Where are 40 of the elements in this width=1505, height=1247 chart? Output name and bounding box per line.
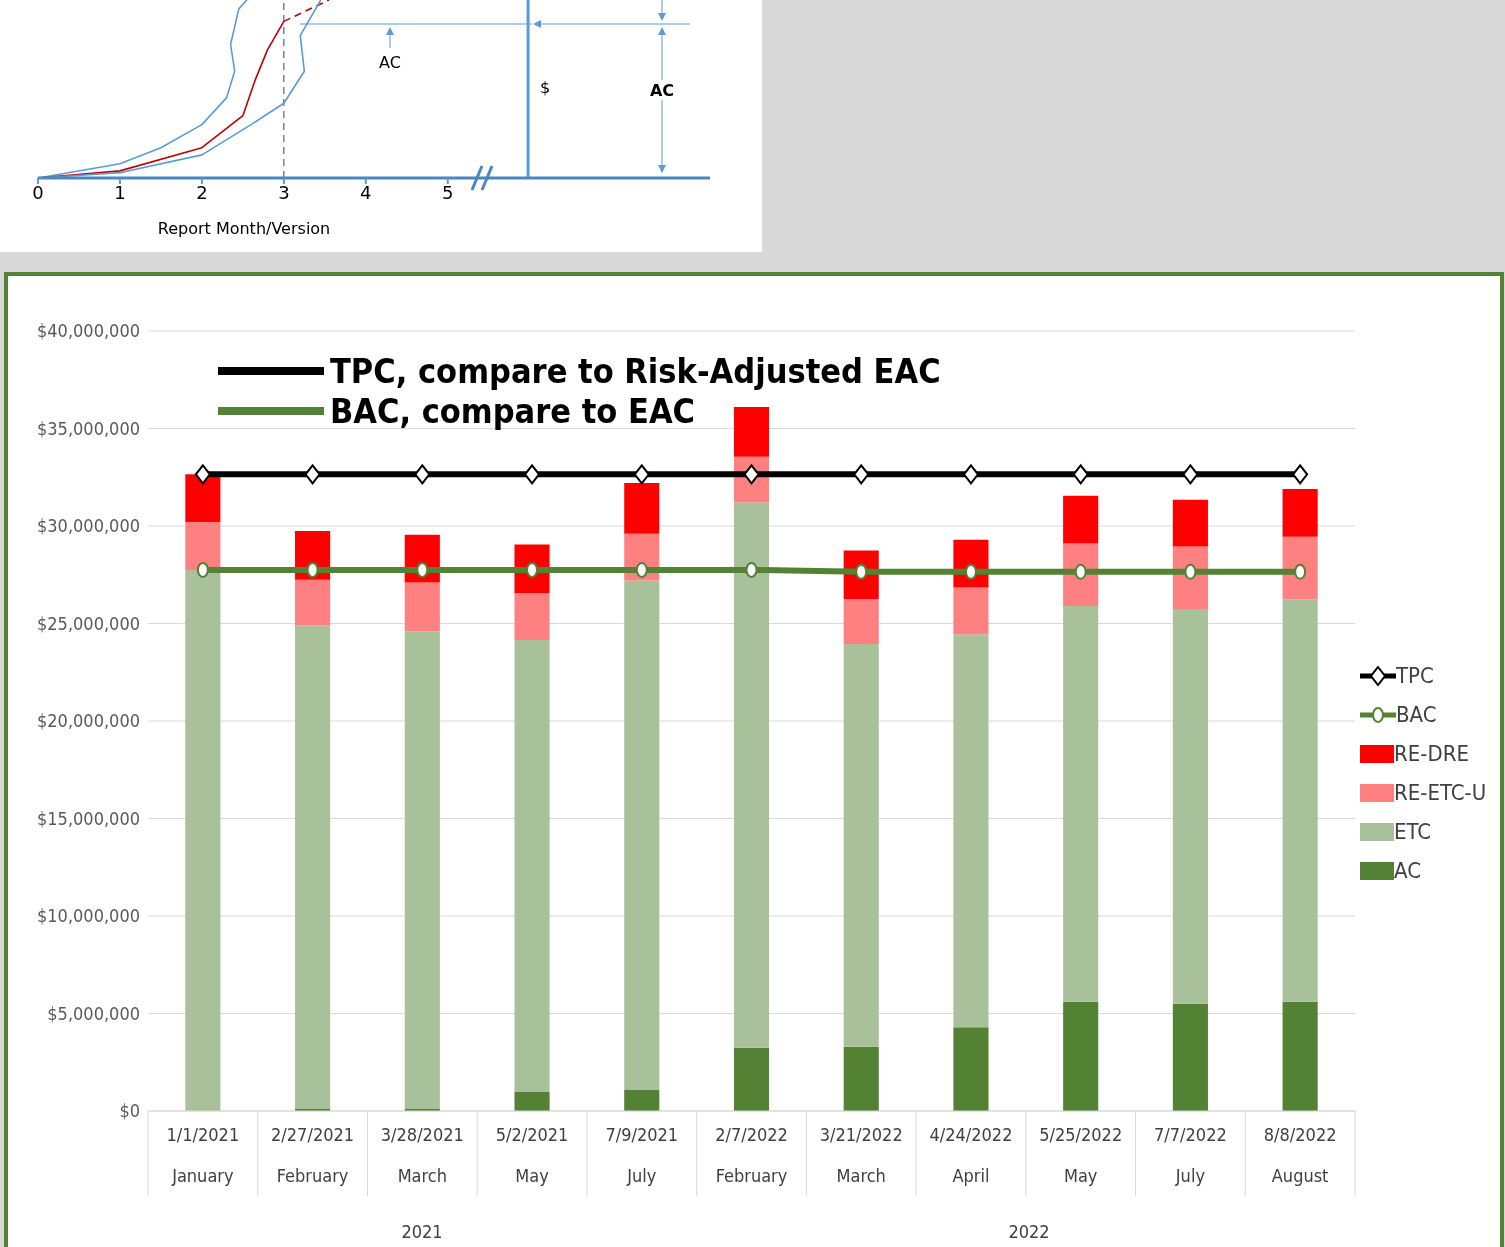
x-tick-label: 7/9/2021 July — [605, 1124, 679, 1186]
x-tick-label: 1/1/2021 January — [166, 1124, 240, 1186]
annotation: $ — [539, 78, 551, 97]
x-tick-label: 7/7/2022 July — [1154, 1124, 1227, 1186]
x-tick-label: 4/24/2022 April — [929, 1124, 1013, 1186]
y-tick-label: $5,000,000 — [47, 1002, 140, 1024]
x-tick-label: 2 — [196, 181, 208, 203]
annotation: TPC, compare to Risk-Adjusted EAC — [330, 351, 941, 391]
x-tick-label: 5/2/2021 May — [495, 1124, 569, 1186]
x-tick-label: 1 — [114, 181, 126, 203]
y-tick-label: $25,000,000 — [37, 612, 140, 634]
x-tick-label: 5 — [442, 181, 454, 203]
text: 2022 — [1007, 1221, 1051, 1242]
x-tick-label: 2/7/2022 February — [715, 1124, 788, 1186]
x-tick-label: 3/28/2021 March — [380, 1124, 464, 1186]
annotation: AC — [649, 81, 675, 100]
legend-label: AC — [1394, 858, 1421, 883]
y-tick-label: $40,000,000 — [37, 320, 140, 342]
x-axis-title: Report Month/Version — [157, 219, 331, 238]
y-tick-label: $35,000,000 — [37, 417, 140, 439]
x-tick-label: 0 — [32, 181, 44, 203]
x-tick-label: 2/27/2021 February — [271, 1124, 355, 1186]
y-tick-label: $10,000,000 — [37, 905, 140, 927]
legend-label: TPC — [1396, 663, 1434, 688]
y-tick-label: $30,000,000 — [37, 515, 140, 537]
y-tick-label: $0 — [119, 1100, 140, 1122]
y-tick-label: $20,000,000 — [37, 710, 140, 732]
legend-label: RE-DRE — [1394, 741, 1469, 766]
x-tick-label: 4 — [360, 181, 372, 203]
text: 2021 — [400, 1221, 444, 1242]
legend-label: RE-ETC-U — [1394, 780, 1487, 805]
x-tick-label: 3/21/2022 March — [819, 1124, 903, 1186]
annotation: AC — [379, 53, 401, 72]
legend-label: BAC — [1396, 702, 1437, 727]
legend-label: ETC — [1394, 819, 1432, 844]
x-tick-label: 5/25/2022 May — [1039, 1124, 1123, 1186]
annotation: BAC, compare to EAC — [330, 391, 696, 431]
x-tick-label: 8/8/2022 August — [1263, 1124, 1337, 1186]
y-tick-label: $15,000,000 — [37, 807, 140, 829]
x-tick-label: 3 — [278, 181, 290, 203]
